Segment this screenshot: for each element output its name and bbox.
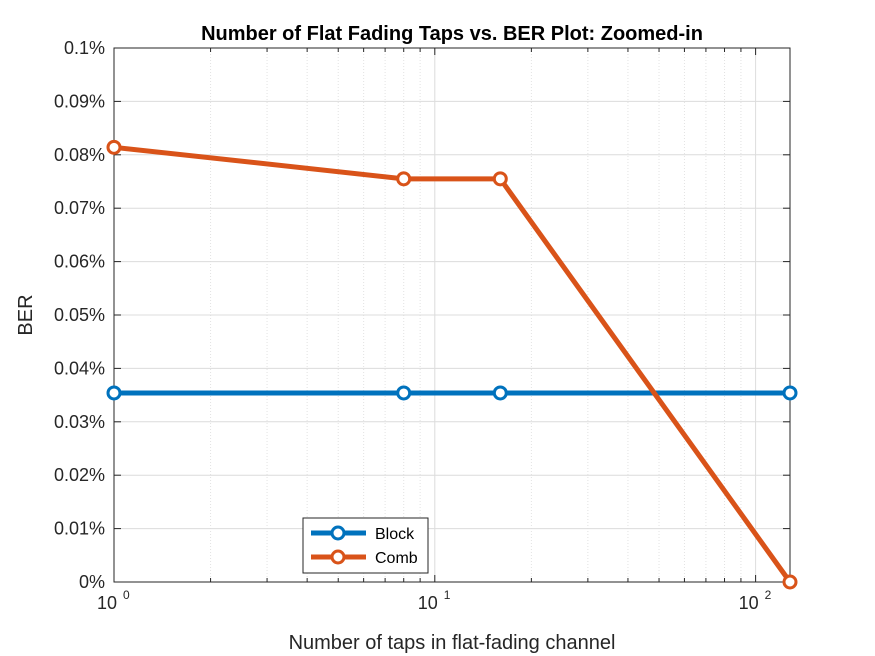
data-point-comb [106,139,122,155]
series-group [106,139,798,590]
y-tick-label: 0.09% [54,91,105,111]
x-axis-label: Number of taps in flat-fading channel [289,632,616,654]
series-block [106,385,798,401]
y-tick-label: 0.1% [64,38,105,58]
y-axis-label: BER [15,294,37,335]
y-tick-label: 0.01% [54,519,105,539]
data-point-comb [396,171,412,187]
series-line-comb [111,144,793,585]
y-tick-label: 0.03% [54,412,105,432]
x-tick-label: 10 [418,593,438,613]
data-point-block [492,385,508,401]
y-tick-label: 0.02% [54,465,105,485]
data-point-comb [782,574,798,590]
data-point-block [782,385,798,401]
legend-label: Comb [375,550,418,567]
x-tick-label: 10 [739,593,759,613]
y-tick-label: 0.07% [54,198,105,218]
ticks: 10 0 10 1 10 2 0% 0.01% 0.02% 0.03% 0.04% 0.05% 0.06… [54,38,790,613]
data-point-comb [492,171,508,187]
x-tick-label: 10 [97,593,117,613]
x-tick-exponent: 0 [123,588,130,602]
x-tick-exponent: 2 [765,588,772,602]
x-tick-exponent: 1 [444,588,451,602]
data-point-block [106,385,122,401]
legend-swatch-marker [330,525,346,541]
data-point-block [396,385,412,401]
y-tick-label: 0% [79,572,105,592]
y-tick-label: 0.08% [54,145,105,165]
y-tick-label: 0.04% [54,358,105,378]
chart-title: Number of Flat Fading Taps vs. BER Plot:… [201,23,703,45]
series-comb [106,139,798,590]
y-tick-label: 0.05% [54,305,105,325]
legend: Block Comb [302,517,429,574]
y-tick-label: 0.06% [54,252,105,272]
legend-box [302,517,429,574]
legend-label: Block [375,526,415,543]
legend-swatch-marker [330,549,346,565]
